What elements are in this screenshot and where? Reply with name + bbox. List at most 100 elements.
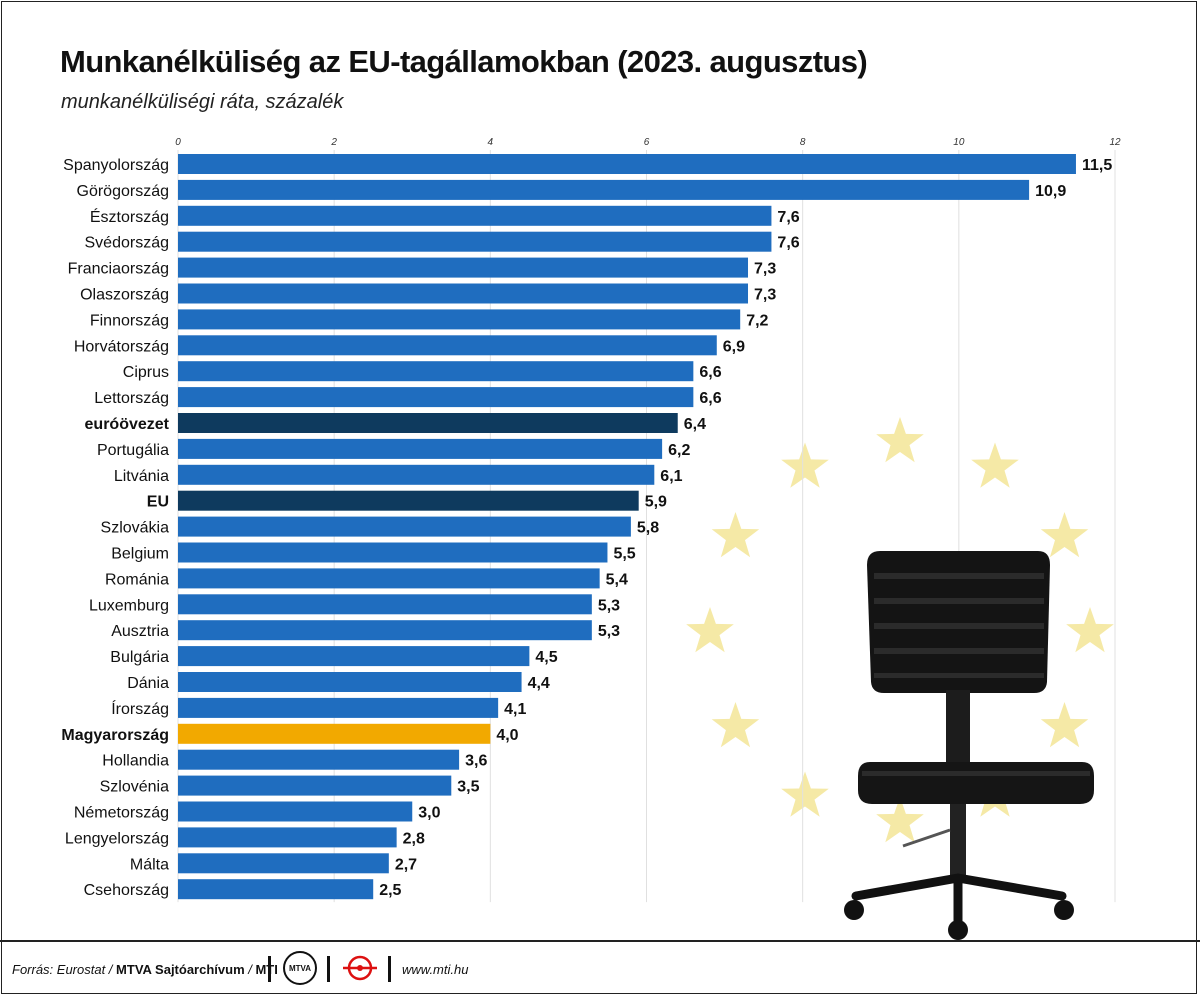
category-label: Litvánia bbox=[114, 468, 169, 485]
star-icon bbox=[1040, 512, 1089, 558]
bar bbox=[178, 646, 530, 667]
category-label: Spanyolország bbox=[63, 157, 169, 174]
category-label: Horvátország bbox=[74, 338, 169, 355]
value-label: 5,3 bbox=[598, 623, 620, 640]
bar bbox=[178, 516, 631, 537]
category-label: Ciprus bbox=[123, 364, 169, 381]
star-icon bbox=[876, 797, 924, 843]
value-label: 7,6 bbox=[777, 235, 799, 252]
category-label: Svédország bbox=[85, 235, 170, 252]
bar bbox=[178, 361, 694, 382]
value-label: 3,6 bbox=[465, 753, 487, 770]
agency-name: MTVA Sajtóarchívum bbox=[116, 962, 245, 977]
bar bbox=[178, 879, 374, 900]
bar bbox=[178, 620, 592, 641]
value-label: 6,9 bbox=[723, 338, 745, 355]
category-label: Belgium bbox=[111, 546, 169, 563]
value-label: 5,4 bbox=[606, 571, 628, 588]
category-label: Románia bbox=[105, 571, 169, 588]
star-icon bbox=[1066, 607, 1114, 653]
x-tick-label: 2 bbox=[330, 137, 337, 148]
value-label: 4,4 bbox=[528, 675, 550, 692]
bar bbox=[178, 672, 522, 692]
website-url: www.mti.hu bbox=[402, 962, 469, 977]
separator bbox=[327, 956, 330, 982]
bar bbox=[178, 309, 741, 330]
value-label: 6,1 bbox=[660, 468, 682, 485]
bar bbox=[178, 775, 452, 796]
category-label: Lettország bbox=[94, 390, 169, 407]
category-label: Csehország bbox=[84, 882, 169, 899]
category-label: EU bbox=[147, 494, 169, 511]
footer-divider bbox=[0, 940, 1200, 942]
bar bbox=[178, 179, 1030, 200]
mti-name: MTI bbox=[255, 962, 278, 977]
value-label: 5,9 bbox=[645, 494, 667, 511]
footer: Forrás: Eurostat / MTVA Sajtóarchívum / … bbox=[0, 940, 1200, 997]
value-labels: 11,510,97,67,67,37,37,26,96,66,66,46,26,… bbox=[379, 157, 1112, 899]
category-label: Portugália bbox=[97, 442, 169, 459]
bar bbox=[178, 594, 592, 615]
x-tick-label: 6 bbox=[644, 137, 650, 148]
source-prefix: Forrás: Eurostat / bbox=[12, 962, 117, 977]
category-label: Németország bbox=[74, 805, 169, 822]
value-label: 3,0 bbox=[418, 805, 440, 822]
value-label: 11,5 bbox=[1082, 157, 1112, 174]
x-axis-ticks: 0 2 4 6 8 10 12 bbox=[175, 137, 1121, 148]
bar bbox=[178, 490, 639, 511]
value-label: 7,6 bbox=[777, 209, 799, 226]
star-icon bbox=[781, 771, 829, 817]
value-label: 5,3 bbox=[598, 597, 620, 614]
mti-logo bbox=[343, 955, 377, 981]
x-tick-label: 8 bbox=[800, 137, 806, 148]
bar-chart: 0 2 4 6 8 10 12 Spanyolország Görögország Észtor… bbox=[61, 137, 1121, 940]
value-label: 5,5 bbox=[613, 546, 635, 563]
bar bbox=[178, 283, 749, 304]
category-label: Írország bbox=[111, 699, 169, 718]
category-label: Olaszország bbox=[80, 287, 169, 304]
value-label: 6,6 bbox=[699, 390, 721, 407]
category-label: Hollandia bbox=[102, 753, 169, 770]
category-label: Dánia bbox=[127, 675, 169, 692]
category-label: Szlovákia bbox=[101, 520, 170, 537]
value-label: 4,0 bbox=[496, 727, 518, 744]
value-label: 6,6 bbox=[699, 364, 721, 381]
bar bbox=[178, 542, 608, 563]
bar bbox=[178, 801, 413, 822]
category-label: Finnország bbox=[90, 312, 169, 329]
star-icon bbox=[711, 512, 760, 558]
bar bbox=[178, 387, 694, 408]
value-label: 7,2 bbox=[746, 312, 768, 329]
category-label: Észtország bbox=[90, 207, 169, 226]
bar bbox=[178, 853, 389, 874]
bar bbox=[178, 568, 600, 589]
value-label: 4,1 bbox=[504, 701, 526, 718]
x-tick-label: 4 bbox=[488, 137, 494, 148]
value-label: 5,8 bbox=[637, 520, 659, 537]
bar bbox=[178, 723, 491, 744]
value-label: 3,5 bbox=[457, 779, 479, 796]
source-credit: Forrás: Eurostat / MTVA Sajtóarchívum / … bbox=[12, 962, 278, 977]
star-icon bbox=[1040, 702, 1089, 748]
value-label: 6,4 bbox=[684, 416, 706, 433]
svg-text:MTVA: MTVA bbox=[289, 964, 311, 973]
bar bbox=[178, 257, 749, 278]
category-label: Szlovénia bbox=[100, 779, 169, 796]
slash: / bbox=[244, 962, 256, 977]
star-icon bbox=[711, 702, 760, 748]
mtva-logo: MTVA bbox=[283, 951, 317, 985]
category-label: Franciaország bbox=[68, 261, 169, 278]
star-icon bbox=[971, 442, 1019, 488]
bar bbox=[178, 205, 772, 226]
bar bbox=[178, 697, 499, 718]
category-label: euróövezet bbox=[85, 416, 170, 433]
value-label: 10,9 bbox=[1035, 183, 1066, 200]
star-icon bbox=[781, 442, 829, 488]
bar bbox=[178, 231, 772, 252]
category-label: Ausztria bbox=[111, 623, 169, 640]
category-label: Bulgária bbox=[110, 649, 169, 666]
bar bbox=[178, 749, 460, 770]
chart-subtitle: munkanélküliségi ráta, százalék bbox=[61, 91, 344, 113]
value-label: 6,2 bbox=[668, 442, 690, 459]
